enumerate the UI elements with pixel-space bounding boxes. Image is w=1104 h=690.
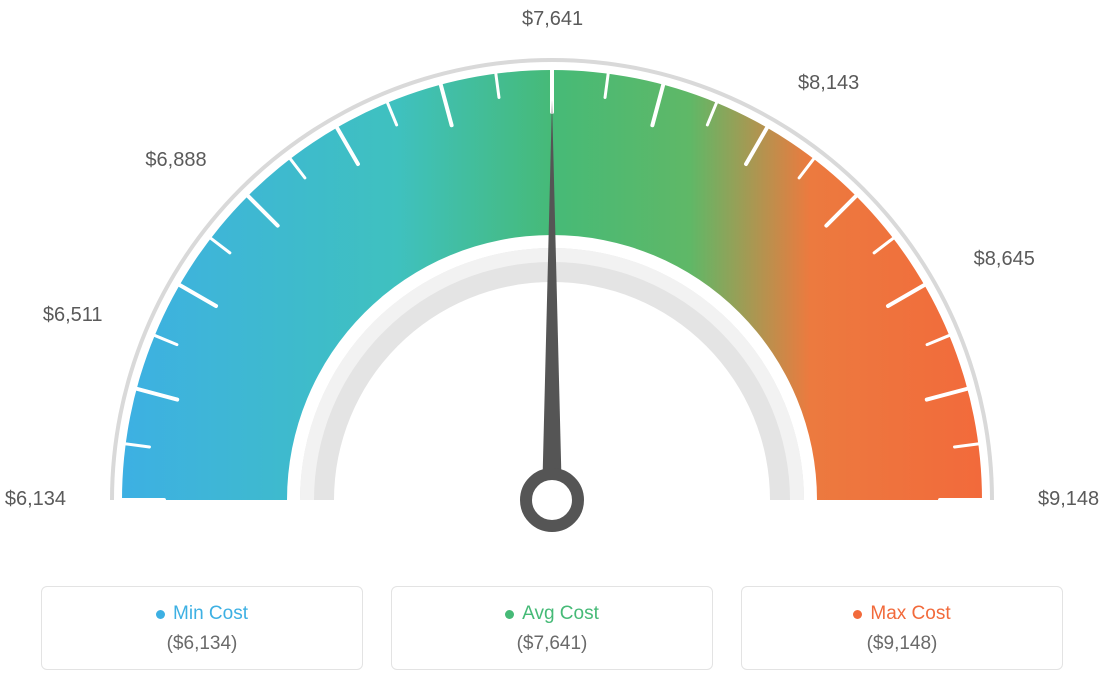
gauge-chart: $6,134 $6,511 $6,888 $7,641 $8,143 $8,645 $9,1… bbox=[0, 0, 1104, 560]
scale-label: $8,645 bbox=[974, 248, 1035, 271]
max-label: Max Cost bbox=[870, 603, 950, 625]
scale-label: $6,888 bbox=[145, 149, 206, 172]
scale-label: $8,143 bbox=[798, 72, 859, 95]
scale-label: $9,148 bbox=[1038, 488, 1099, 511]
min-dot-icon bbox=[156, 610, 165, 619]
scale-label: $6,134 bbox=[5, 488, 66, 511]
legend-row: Min Cost ($6,134) Avg Cost ($7,641) Max … bbox=[0, 586, 1104, 670]
min-value: ($6,134) bbox=[42, 633, 362, 655]
max-value: ($9,148) bbox=[742, 633, 1062, 655]
avg-dot-icon bbox=[505, 610, 514, 619]
avg-label: Avg Cost bbox=[522, 603, 599, 625]
legend-card-min: Min Cost ($6,134) bbox=[41, 586, 363, 670]
legend-card-max: Max Cost ($9,148) bbox=[741, 586, 1063, 670]
scale-label: $6,511 bbox=[43, 304, 103, 327]
min-label: Min Cost bbox=[173, 603, 248, 625]
gauge-svg bbox=[52, 30, 1052, 550]
scale-label: $7,641 bbox=[522, 8, 583, 31]
avg-value: ($7,641) bbox=[392, 633, 712, 655]
max-dot-icon bbox=[853, 610, 862, 619]
legend-card-avg: Avg Cost ($7,641) bbox=[391, 586, 713, 670]
